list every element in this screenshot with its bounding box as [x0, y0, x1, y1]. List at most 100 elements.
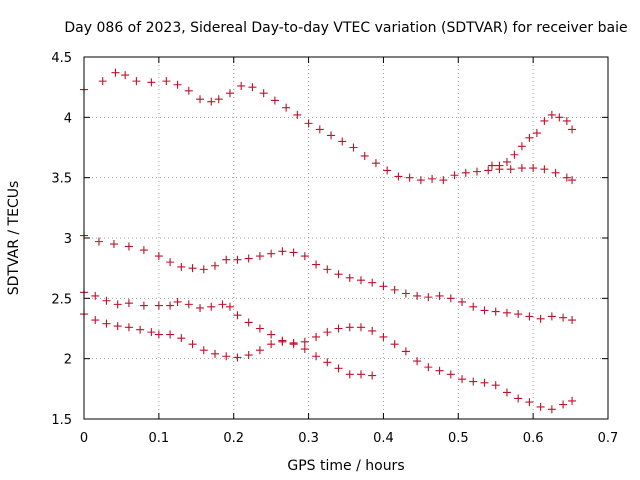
data-point-s2-28: [413, 291, 422, 300]
data-point-s0-28: [405, 173, 414, 182]
y-tick-label: 2.5: [51, 292, 72, 307]
data-point-s3-23: [334, 324, 343, 333]
data-point-s3-11: [207, 302, 216, 311]
data-point-s3-44: [568, 396, 577, 405]
data-point-s0-22: [338, 137, 347, 146]
data-point-s2-17: [289, 248, 298, 257]
data-point-s0-15: [259, 89, 268, 98]
data-point-s3-7: [166, 301, 175, 310]
data-point-s0-39: [529, 164, 538, 173]
data-point-s0-30: [428, 174, 437, 183]
x-tick-label: 0.2: [223, 431, 244, 446]
data-point-s0-1: [98, 77, 107, 86]
data-point-s2-8: [188, 264, 197, 273]
data-point-s2-21: [334, 270, 343, 279]
data-point-s4-1: [91, 316, 100, 325]
data-point-s0-42: [562, 173, 571, 182]
data-point-s2-35: [491, 307, 500, 316]
data-point-s0-14: [248, 83, 257, 92]
data-point-s0-20: [315, 125, 324, 134]
data-point-s0-34: [473, 167, 481, 176]
data-point-s1-9: [555, 113, 564, 122]
x-tick-label: 0.6: [523, 431, 544, 446]
data-point-s0-19: [304, 119, 313, 128]
data-point-s2-31: [446, 294, 455, 303]
data-point-s2-13: [244, 254, 253, 263]
data-point-s1-10: [562, 116, 571, 125]
data-point-s3-16: [255, 324, 264, 333]
data-point-s0-5: [147, 78, 156, 87]
data-point-s2-20: [323, 265, 332, 274]
data-point-s2-2: [109, 240, 118, 249]
data-point-s3-1: [91, 291, 100, 300]
data-point-s1-11: [568, 125, 577, 134]
data-point-s4-16: [255, 346, 264, 355]
data-point-s3-31: [424, 363, 433, 372]
data-point-s0-25: [371, 159, 380, 168]
data-point-s4-6: [147, 328, 156, 337]
data-point-s0-26: [383, 166, 392, 175]
data-point-s3-34: [458, 375, 467, 384]
data-point-s3-36: [480, 378, 489, 387]
data-point-s4-22: [323, 358, 332, 367]
data-point-s3-22: [323, 328, 332, 337]
data-point-s0-3: [121, 71, 130, 80]
data-point-s2-39: [536, 314, 545, 323]
x-tick-label: 0.5: [448, 431, 469, 446]
data-point-s3-24: [345, 323, 354, 332]
data-point-s3-27: [379, 332, 388, 341]
x-tick-label: 0.1: [149, 431, 170, 446]
data-point-s0-11: [214, 95, 223, 104]
y-tick-label: 4.5: [51, 51, 72, 66]
data-point-s2-19: [312, 260, 321, 269]
data-point-s2-7: [177, 262, 186, 271]
data-point-s0-17: [282, 103, 291, 112]
data-point-s0-2: [111, 68, 120, 77]
data-point-s0-12: [225, 89, 234, 98]
data-point-s2-40: [547, 312, 556, 321]
data-point-s4-24: [345, 370, 354, 379]
data-point-s0-21: [327, 131, 336, 140]
x-tick-label: 0.7: [598, 431, 619, 446]
data-point-s2-11: [222, 255, 231, 264]
y-tick-label: 3: [64, 232, 72, 247]
data-point-s3-15: [244, 318, 253, 327]
data-point-s1-3: [510, 150, 519, 159]
data-point-s4-9: [177, 334, 186, 343]
data-point-s3-5: [139, 301, 148, 310]
data-point-s2-37: [514, 310, 523, 319]
data-point-s2-29: [424, 293, 433, 302]
data-point-s4-10: [188, 340, 197, 349]
data-point-s0-27: [394, 172, 403, 181]
data-point-s0-10: [207, 97, 216, 106]
data-point-s3-26: [368, 326, 377, 335]
data-point-s0-41: [551, 168, 560, 177]
data-point-s2-15: [267, 249, 276, 258]
data-point-s2-33: [469, 302, 478, 311]
chart-title: Day 086 of 2023, Sidereal Day-to-day VTE…: [64, 20, 627, 36]
data-point-s4-25: [356, 370, 365, 379]
x-tick-label: 0.3: [298, 431, 319, 446]
data-point-s2-3: [124, 242, 133, 251]
y-tick-label: 4: [64, 111, 72, 126]
data-point-s3-14: [233, 311, 242, 320]
data-point-s3-43: [559, 400, 568, 409]
data-point-s3-4: [124, 299, 133, 308]
data-point-s2-9: [199, 265, 208, 274]
data-point-s4-13: [222, 352, 231, 361]
data-point-s4-19: [289, 338, 298, 347]
data-point-s3-39: [514, 394, 523, 403]
data-point-s0-6: [162, 77, 171, 86]
data-point-s4-12: [211, 349, 219, 358]
data-point-s4-14: [233, 353, 242, 362]
data-point-s2-24: [368, 278, 377, 287]
data-point-s4-20: [300, 345, 309, 354]
data-point-s4-26: [368, 371, 377, 380]
data-point-s0-37: [506, 165, 515, 174]
x-tick-label: 0.4: [373, 431, 394, 446]
data-point-s0-40: [540, 165, 549, 174]
x-tick-label: 0: [80, 431, 88, 446]
data-point-s3-3: [113, 300, 122, 309]
data-point-s0-35: [484, 166, 493, 175]
